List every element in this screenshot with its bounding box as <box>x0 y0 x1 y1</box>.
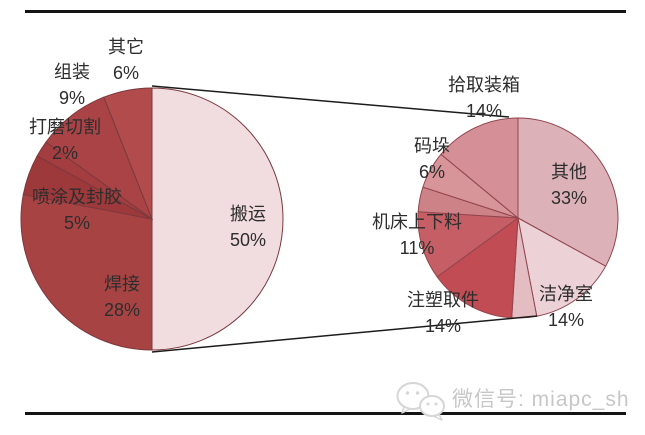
connector-line <box>151 85 510 118</box>
pie-slice-拾取装箱 <box>440 117 519 220</box>
watermark: 微信号: miapc_sh <box>392 379 629 423</box>
pie-slice-洁净室 <box>517 217 607 317</box>
wechat-icon <box>396 382 445 421</box>
pie-slice-焊接 <box>20 193 153 351</box>
pie-slice-机床上下料 <box>417 211 520 278</box>
pie-slice-注塑取件 <box>436 216 519 319</box>
connector-line <box>151 315 538 353</box>
pie-slice-其它 <box>103 87 153 220</box>
watermark-text: 微信号: miapc_sh <box>452 388 630 411</box>
top-border-line <box>25 10 626 13</box>
pie-slice-其他 <box>517 117 619 267</box>
pie-slice-搬运 <box>151 87 284 351</box>
bottom-border-line <box>25 412 626 415</box>
